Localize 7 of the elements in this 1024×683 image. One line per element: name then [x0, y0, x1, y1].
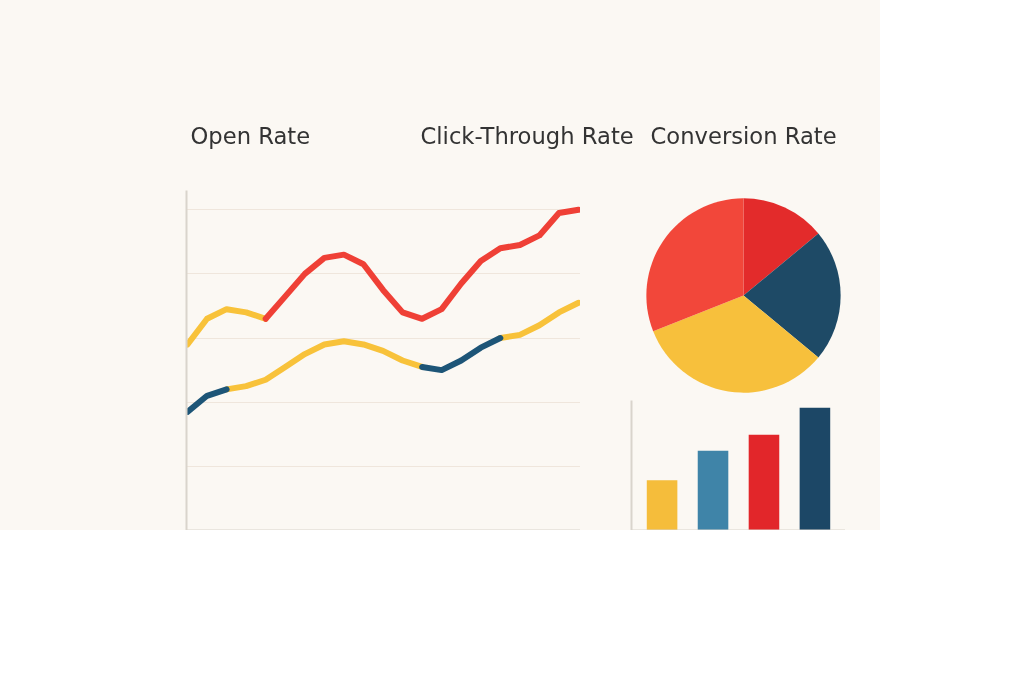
- text: Open Rate: [190, 122, 311, 149]
- bar: [799, 407, 831, 530]
- bar: [646, 480, 678, 530]
- bar: [697, 450, 729, 530]
- text: Conversion Rate: [650, 122, 837, 149]
- bar: [748, 434, 780, 530]
- text: Click-Through Rate: [420, 122, 634, 149]
